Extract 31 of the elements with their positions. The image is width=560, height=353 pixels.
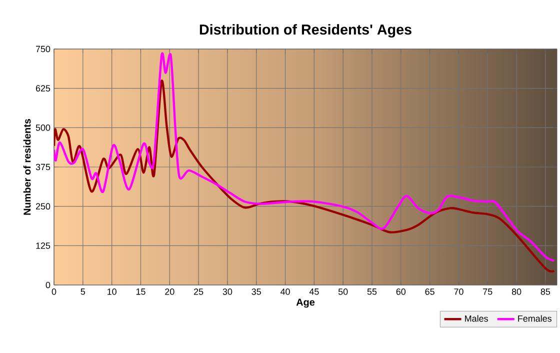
x-tick-label: 35: [252, 288, 261, 295]
y-tick-label: 125: [36, 242, 50, 249]
x-axis-title: Age: [296, 298, 315, 308]
y-tick-label: 250: [36, 203, 50, 210]
x-tick-label: 65: [425, 288, 434, 295]
line-series: [54, 80, 556, 272]
x-tick-label: 45: [309, 288, 319, 295]
x-tick-label: 70: [454, 288, 464, 295]
legend-label: Males: [465, 315, 488, 322]
x-tick-label: 50: [338, 288, 348, 295]
legend-label: Females: [518, 315, 552, 322]
y-tick-label: 0: [46, 282, 50, 288]
y-axis-title: Number of residents: [23, 118, 31, 215]
x-tick-label: 30: [222, 288, 232, 295]
x-tick-label: 5: [80, 288, 86, 295]
y-tick-label: 500: [36, 124, 50, 131]
x-tick-label: 55: [367, 288, 377, 295]
x-tick-label: 75: [483, 288, 492, 295]
x-tick-label: 0: [52, 288, 56, 295]
y-tick-label: 750: [36, 46, 50, 52]
x-tick-label: 60: [396, 288, 406, 295]
x-tick-label: 15: [136, 288, 146, 295]
x-tick-label: 85: [540, 288, 550, 295]
x-tick-label: 80: [512, 288, 522, 295]
y-tick-label: 375: [36, 164, 50, 170]
chart-title: Distribution of Residents' Ages: [200, 24, 412, 38]
y-tick-label: 625: [36, 85, 50, 92]
x-tick-label: 25: [194, 288, 204, 295]
x-tick-label: 10: [108, 288, 116, 295]
x-tick-label: 20: [165, 288, 174, 295]
x-tick-label: 40: [280, 288, 290, 295]
